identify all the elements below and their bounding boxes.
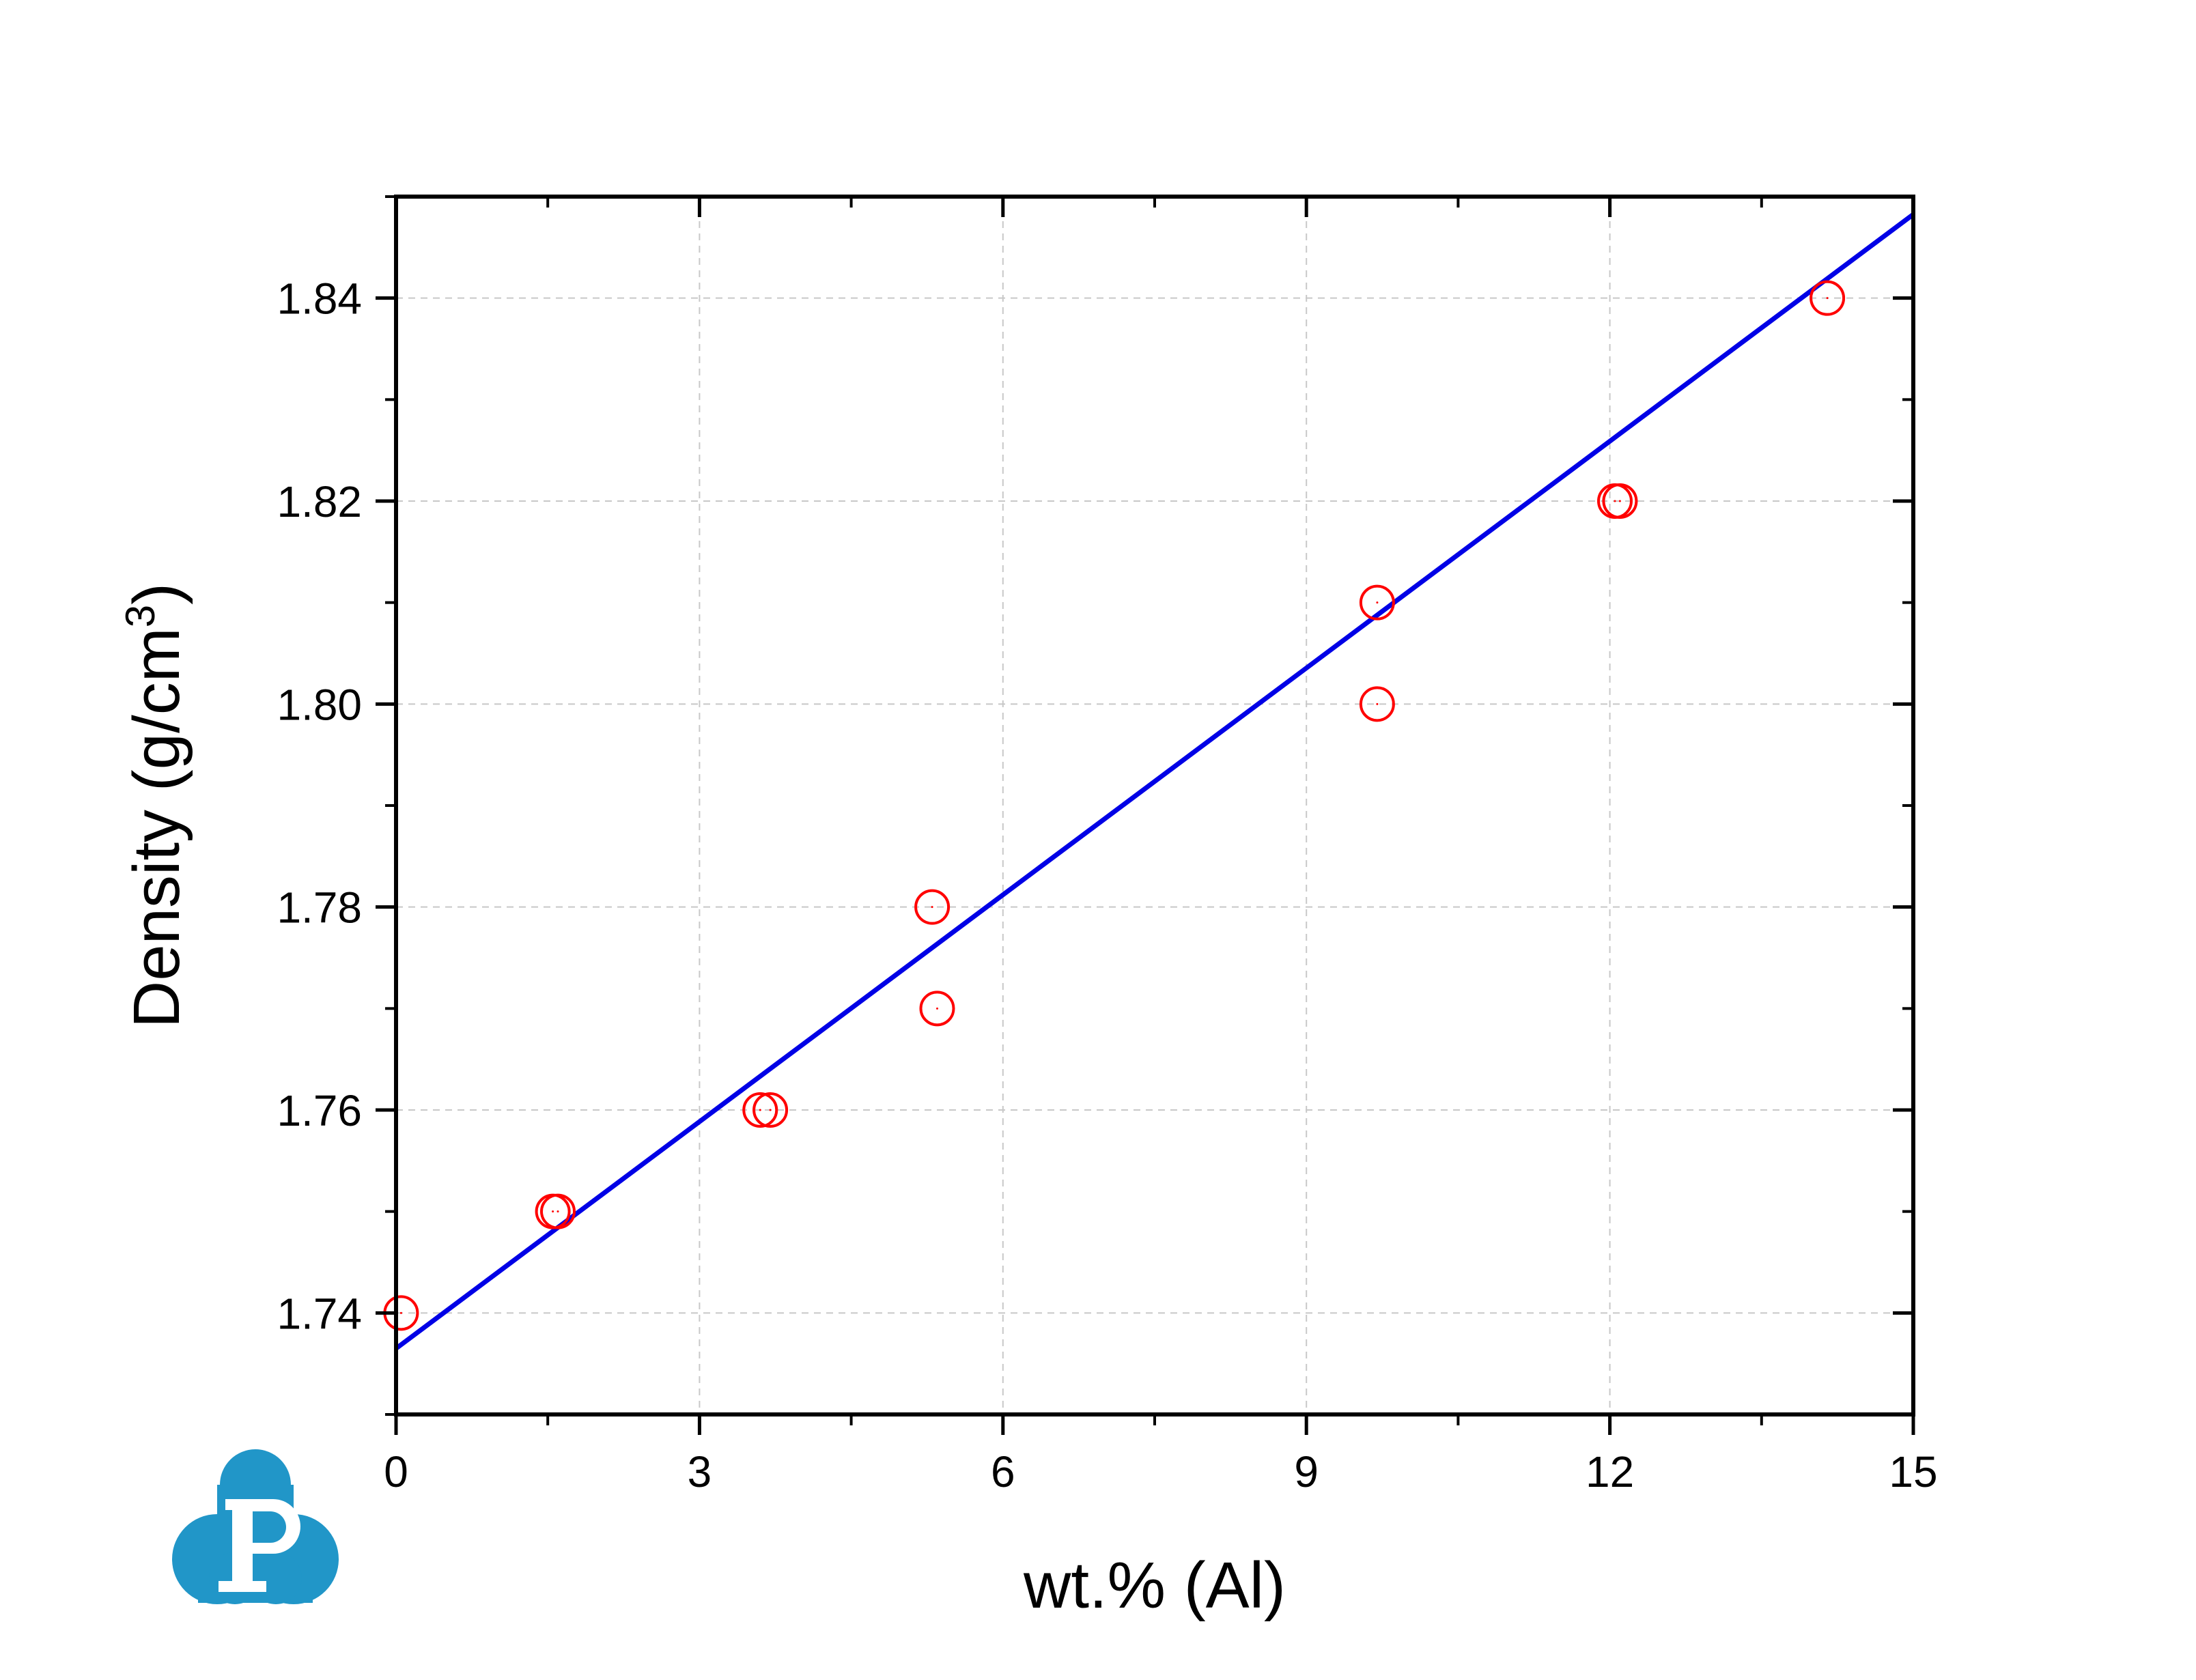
y-axis-title-main: Density (g/cm [120,627,193,1028]
grid [396,197,1913,1414]
data-point [540,1193,576,1229]
y-tick-label: 1.74 [277,1289,362,1338]
data-point [742,1092,778,1128]
data-point-center [759,1109,761,1111]
x-tick-label: 3 [688,1447,712,1496]
y-axis: 1.74 1.76 1.78 1.80 1.82 1.84 [277,195,1913,1416]
data-point-center [931,906,933,909]
x-tick-label: 6 [991,1447,1015,1496]
data-points [383,280,1846,1331]
x-tick-label: 12 [1586,1447,1634,1496]
y-axis-title-superscript: 3 [117,605,163,627]
y-tick-label: 1.82 [277,477,362,526]
data-point [914,889,951,925]
y-tick-label: 1.80 [277,680,362,729]
data-point-center [769,1109,772,1111]
x-axis-title: wt.% (Al) [1023,1549,1286,1622]
plot-frame [394,195,1915,1416]
data-point [1602,483,1638,519]
y-tick-label: 1.76 [277,1086,362,1135]
data-point [1359,584,1395,621]
y-tick-label: 1.84 [277,274,362,324]
y-tick-label: 1.78 [277,883,362,932]
data-point-center [1826,297,1829,300]
data-point [1359,686,1395,722]
x-tick-label: 15 [1889,1447,1937,1496]
y-axis-title-close: ) [120,583,193,605]
data-point [752,1092,789,1128]
data-point-center [1614,500,1616,502]
fit-line-group [394,212,1915,1351]
data-point-center [1618,500,1621,502]
y-axis-title: Density (g/cm3) [117,583,193,1028]
x-axis: 0 3 6 9 12 15 [384,197,1938,1496]
x-tick-label: 0 [384,1447,408,1496]
data-point-center [1376,601,1379,604]
logo-icon [172,1449,339,1604]
data-point [919,991,955,1027]
data-point [1810,280,1846,316]
data-point-center [557,1210,559,1213]
data-point-center [936,1007,939,1010]
fit-line [394,212,1915,1351]
data-point-center [399,1311,402,1314]
x-tick-label: 9 [1294,1447,1319,1496]
data-point-center [1376,702,1379,705]
data-point-center [552,1210,554,1213]
